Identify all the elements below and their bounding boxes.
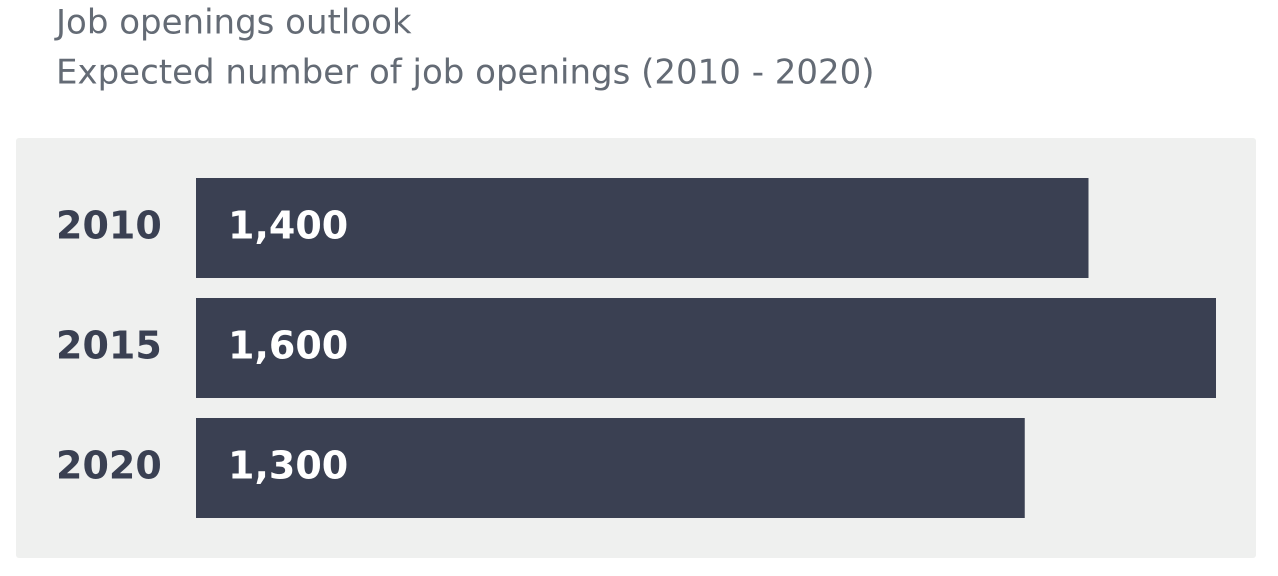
value-label: 1,400 [228, 204, 348, 248]
category-label: 2015 [56, 324, 162, 368]
value-label: 1,600 [228, 324, 348, 368]
bar [196, 298, 1216, 398]
bar [196, 178, 1089, 278]
category-label: 2020 [56, 444, 162, 488]
chart-subtitle: Expected number of job openings (2010 - … [56, 53, 875, 93]
category-label: 2010 [56, 204, 162, 248]
chart-title: Job openings outlook [54, 3, 412, 43]
value-label: 1,300 [228, 444, 348, 488]
bar [196, 418, 1025, 518]
